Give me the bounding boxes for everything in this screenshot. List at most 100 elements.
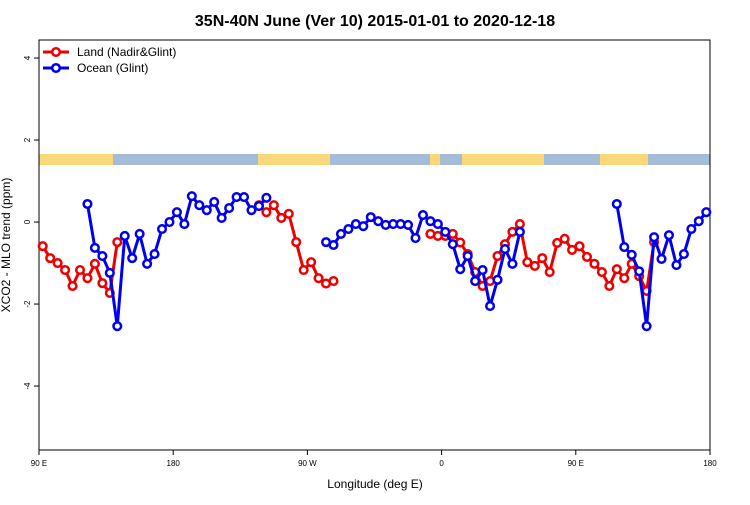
data-point <box>596 267 607 278</box>
y-tick-label: 0 <box>23 219 32 224</box>
data-point <box>127 253 138 264</box>
data-point <box>470 276 481 287</box>
data-point <box>82 198 93 210</box>
data-point <box>537 253 548 264</box>
legend-label: Ocean (Glint) <box>77 61 148 75</box>
data-point <box>253 201 264 212</box>
data-point <box>634 266 645 277</box>
data-point <box>619 242 630 253</box>
y-tick-label: 4 <box>23 55 32 60</box>
y-tick-label: -4 <box>23 382 32 390</box>
data-point <box>432 219 443 230</box>
data-point <box>619 273 630 284</box>
data-point <box>559 233 570 244</box>
data-point <box>306 257 317 268</box>
data-point <box>417 210 429 221</box>
data-point <box>328 276 339 287</box>
data-point <box>410 232 421 244</box>
data-point <box>52 257 63 269</box>
data-point <box>462 251 473 262</box>
data-point <box>171 207 182 218</box>
legend-marker <box>50 46 62 58</box>
data-point <box>656 253 667 264</box>
data-point <box>574 241 585 252</box>
x-axis-label: Longitude (deg E) <box>327 477 422 491</box>
data-point <box>283 208 294 219</box>
data-point <box>403 219 414 230</box>
plot-frame <box>38 39 711 451</box>
data-point <box>261 192 272 203</box>
data-point <box>499 244 511 255</box>
data-point <box>209 196 220 207</box>
data-point <box>373 216 384 227</box>
data-point <box>164 216 175 228</box>
data-point <box>671 260 682 271</box>
data-point <box>156 223 168 235</box>
data-point <box>447 239 458 250</box>
data-point <box>216 212 227 223</box>
y-tick-label: 2 <box>23 137 32 142</box>
x-tick-label: 90 W <box>298 459 317 468</box>
map-strip <box>39 154 710 165</box>
data-point <box>440 226 451 237</box>
data-point <box>291 237 302 248</box>
data-point <box>261 207 272 218</box>
data-point <box>701 207 712 218</box>
data-point <box>37 241 48 252</box>
data-point <box>552 237 563 248</box>
x-tick-label: 0 <box>439 459 444 468</box>
data-point <box>112 321 123 332</box>
data-point <box>268 200 279 211</box>
data-point <box>112 237 123 248</box>
data-point <box>514 226 525 237</box>
data-point <box>246 205 257 216</box>
data-point <box>455 264 466 275</box>
data-point <box>298 264 309 276</box>
data-point <box>604 280 615 292</box>
data-point <box>119 230 130 242</box>
data-point <box>544 267 555 278</box>
data-point <box>477 264 488 276</box>
data-point <box>89 242 100 253</box>
x-tick-label: 180 <box>167 459 181 468</box>
data-point <box>365 212 376 223</box>
data-point <box>224 203 235 214</box>
data-point <box>343 223 354 235</box>
data-point <box>507 258 518 269</box>
data-point <box>97 278 108 289</box>
data-point <box>567 244 578 255</box>
data-point <box>649 232 660 243</box>
data-point <box>142 258 153 269</box>
data-point <box>74 264 86 276</box>
data-point <box>492 251 503 262</box>
data-point <box>492 274 503 285</box>
data-point <box>529 260 540 271</box>
data-point <box>626 249 637 260</box>
data-point <box>186 191 197 202</box>
data-point <box>611 198 622 210</box>
data-point <box>514 219 525 230</box>
data-point <box>60 264 71 276</box>
data-point <box>134 228 145 239</box>
x-tick-label: 90 E <box>568 459 584 468</box>
data-point <box>581 251 593 262</box>
chart-title: 35N-40N June (Ver 10) 2015-01-01 to 2020… <box>195 13 555 30</box>
data-point <box>149 248 160 260</box>
data-point <box>179 219 190 230</box>
x-tick-label: 180 <box>703 459 717 468</box>
data-point <box>201 205 212 216</box>
data-point <box>335 228 347 239</box>
data-point <box>67 280 78 292</box>
data-point <box>82 273 93 284</box>
y-tick-label: -2 <box>23 300 32 308</box>
data-point <box>693 216 704 227</box>
data-point <box>678 248 689 260</box>
data-point <box>313 273 324 284</box>
data-point <box>194 200 205 211</box>
data-point <box>45 253 56 264</box>
data-point <box>358 221 369 232</box>
legend-label: Land (Nadir&Glint) <box>77 45 176 59</box>
data-point <box>485 301 496 312</box>
data-point <box>641 321 652 332</box>
